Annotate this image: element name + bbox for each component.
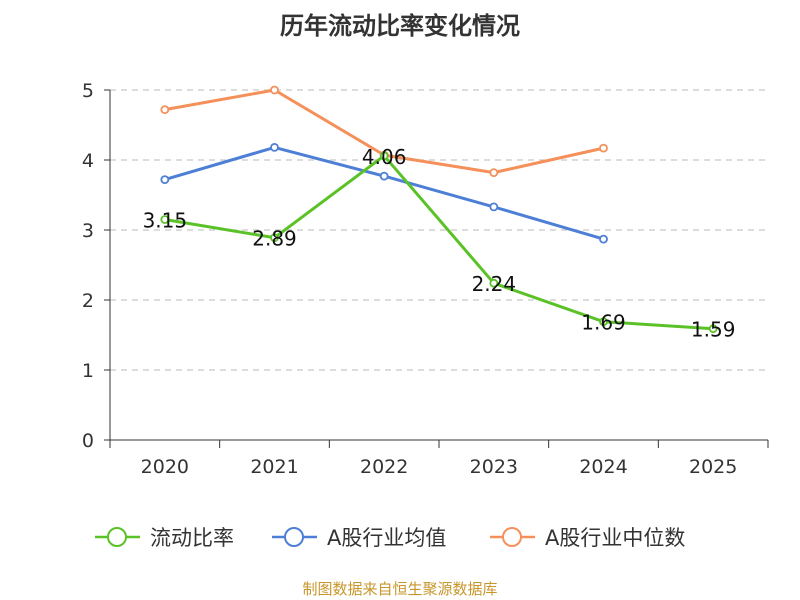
y-tick-label-4: 4 <box>82 150 94 172</box>
series-lines <box>164 88 714 331</box>
data-label-2020: 3.15 <box>143 209 188 233</box>
data-label-2023: 2.24 <box>472 272 517 296</box>
grid-lines <box>110 89 768 371</box>
series-line-0 <box>164 154 714 331</box>
data-point-s0-2024 <box>599 317 608 327</box>
data-point-s1-2023 <box>489 202 499 212</box>
data-point-s2-2021 <box>270 85 279 95</box>
data-labels: 3.15 2.89 4.06 2.24 1.69 1.59 <box>143 145 736 342</box>
data-point-s0-2025 <box>708 324 718 334</box>
data-point-s2-2023 <box>489 168 499 178</box>
data-point-s0-2021 <box>270 233 279 243</box>
x-tick-label-2024: 2024 <box>579 456 627 478</box>
x-tick-label-2020: 2020 <box>141 456 189 478</box>
source-note: 制图数据来自恒生聚源数据库 <box>302 580 498 598</box>
y-tick-label-1: 1 <box>82 360 94 382</box>
data-point-s1-2022 <box>379 171 389 181</box>
x-tick-label-2023: 2023 <box>470 456 518 478</box>
data-point-s2-2024 <box>599 143 608 153</box>
data-label-2024: 1.69 <box>581 311 626 335</box>
legend-label-2: A股行业中位数 <box>545 526 685 550</box>
legend-marker-0 <box>107 527 127 547</box>
legend-label-0: 流动比率 <box>150 526 234 550</box>
y-tick-label-5: 5 <box>82 80 94 102</box>
x-tick-label-2025: 2025 <box>689 456 737 478</box>
y-tick-label-2: 2 <box>82 290 94 312</box>
legend: 流动比率 A股行业均值 A股行业中位数 <box>95 526 685 550</box>
data-label-2021: 2.89 <box>252 227 297 251</box>
legend-label-1: A股行业均值 <box>327 526 446 550</box>
data-label-2025: 1.59 <box>691 318 736 342</box>
legend-marker-2 <box>502 527 522 547</box>
data-point-s1-2024 <box>599 234 608 244</box>
y-tick-label-0: 0 <box>82 430 94 452</box>
y-tick-label-3: 3 <box>82 220 94 242</box>
legend-marker-1 <box>284 527 304 547</box>
chart-title: 历年流动比率变化情况 <box>280 12 520 40</box>
data-point-s0-2020 <box>160 215 170 224</box>
x-tick-label-2021: 2021 <box>250 456 298 478</box>
data-point-s1-2021 <box>270 142 279 152</box>
x-tick-label-2022: 2022 <box>360 456 408 478</box>
data-point-s1-2020 <box>160 175 170 185</box>
data-point-s2-2020 <box>160 105 170 114</box>
data-point-s0-2023 <box>489 278 499 288</box>
data-point-s0-2022 <box>379 151 389 161</box>
axes: 0 1 2 3 4 5 2020 2021 2022 2023 2024 2025 <box>82 80 769 478</box>
data-label-2022: 4.06 <box>362 145 407 169</box>
series-points <box>160 85 718 334</box>
